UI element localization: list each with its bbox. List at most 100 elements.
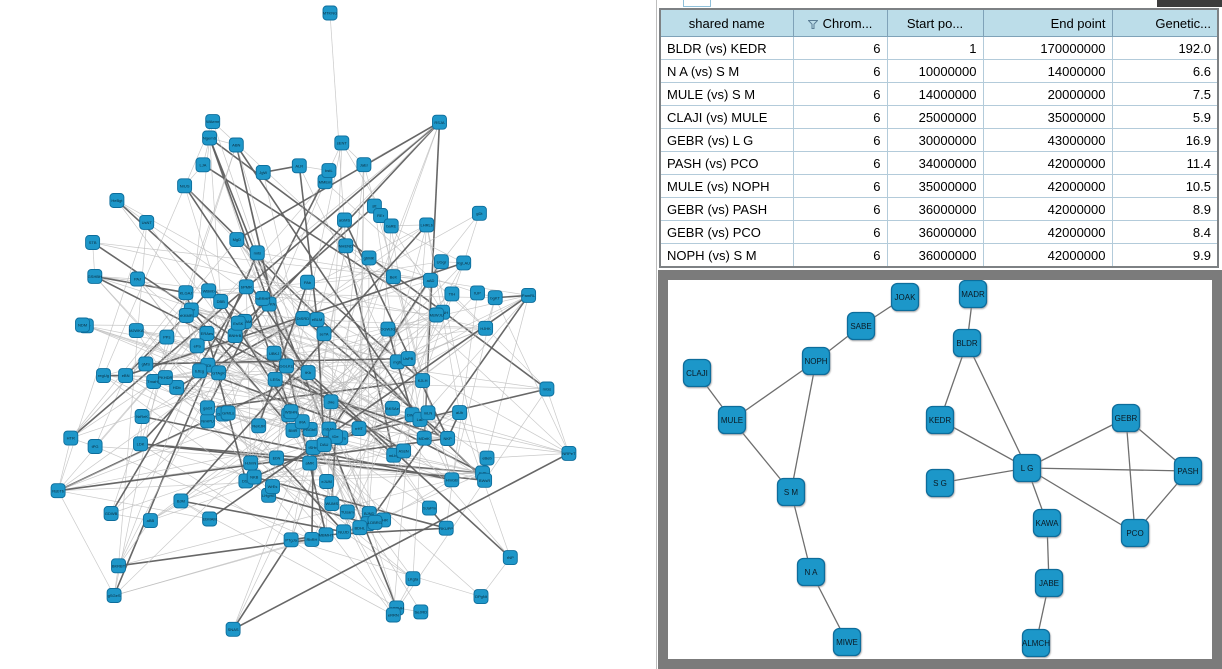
network-node[interactable]: NrHPU <box>200 413 216 429</box>
network-node-pco[interactable]: PCO <box>1120 518 1150 548</box>
network-node[interactable]: rrHT <box>351 421 367 437</box>
network-node[interactable]: RbRH <box>304 531 320 547</box>
table-row[interactable]: MULE (vs) S M 6 14000000 20000000 7.5 <box>661 82 1217 106</box>
network-node-l-g[interactable]: L G <box>1012 453 1042 483</box>
column-header-start-po-[interactable]: Start po... <box>886 10 983 37</box>
network-node[interactable]: ALR <box>291 158 307 174</box>
network-node[interactable]: mGs <box>539 381 555 397</box>
network-node[interactable]: gtrMK <box>361 250 377 266</box>
network-node[interactable]: gaGt <box>200 400 215 416</box>
network-node[interactable]: DGWJG <box>380 321 396 337</box>
network-node[interactable]: UsPB <box>400 351 416 367</box>
network-node[interactable]: EbMAM <box>202 511 218 527</box>
network-node[interactable]: MDrtK <box>416 430 432 446</box>
network-node[interactable]: UGgr <box>433 254 449 270</box>
network-node[interactable]: NKP <box>440 431 456 446</box>
network-node-pash[interactable]: PASH <box>1173 456 1203 486</box>
network-node[interactable]: ERAes <box>199 326 215 341</box>
network-node[interactable]: MJWKA <box>128 323 144 339</box>
network-node[interactable]: GGLKU <box>279 358 294 374</box>
network-node[interactable]: PTgJa <box>283 532 299 548</box>
network-node[interactable]: RKUPP <box>438 520 454 536</box>
network-node[interactable]: LJA <box>195 157 211 173</box>
network-node[interactable]: HJmN <box>243 455 259 471</box>
network-node[interactable]: LHRLb <box>419 217 435 233</box>
network-node[interactable]: seTA <box>316 326 332 342</box>
network-node-kedr[interactable]: KEDR <box>925 405 955 435</box>
network-node[interactable]: BWsR <box>477 472 493 488</box>
network-node[interactable]: TtH <box>444 286 460 302</box>
network-node[interactable]: BeK <box>385 269 401 285</box>
network-node[interactable]: KgLAU <box>456 255 472 271</box>
filtered-network-panel[interactable]: JOAK MADR SABE BLDR NOPH CLAJI GEBR MULE KEDR L G… <box>658 270 1222 669</box>
network-node[interactable]: tDe <box>328 428 343 444</box>
network-node[interactable]: GSHBH <box>87 268 103 284</box>
network-node[interactable]: HJHK <box>478 320 494 336</box>
table-row[interactable]: NOPH (vs) S M 6 36000000 42000000 9.9 <box>661 243 1217 266</box>
table-row[interactable]: BLDR (vs) KEDR 6 1 170000000 192.0 <box>661 36 1217 60</box>
network-node[interactable]: PamRL <box>521 287 537 303</box>
network-node[interactable]: bgKT <box>487 290 503 306</box>
network-node[interactable]: BKRBT <box>111 558 126 574</box>
network-node[interactable]: GDWB <box>103 506 119 521</box>
network-node[interactable]: JgW <box>255 164 271 180</box>
network-node-n-a[interactable]: N A <box>796 557 826 587</box>
network-node-madr[interactable]: MADR <box>958 280 988 309</box>
network-node[interactable]: gDt <box>471 205 487 221</box>
network-node[interactable]: MTKNG <box>322 5 338 21</box>
network-node[interactable]: gMS <box>138 356 154 372</box>
network-node[interactable]: HDb <box>169 379 185 395</box>
network-node[interactable]: aAD <box>423 272 438 288</box>
network-node[interactable]: REr <box>373 208 389 223</box>
network-node[interactable]: ABN <box>228 137 244 153</box>
network-node[interactable]: JaEr <box>356 157 372 173</box>
network-node-kawa[interactable]: KAWA <box>1032 508 1062 538</box>
network-node[interactable]: mLN <box>420 405 436 421</box>
network-node[interactable]: NRPeT <box>561 445 577 461</box>
network-node[interactable]: DBB <box>213 294 229 309</box>
tab-fragment[interactable] <box>683 0 711 7</box>
network-node[interactable]: tPG <box>87 439 103 454</box>
network-node[interactable]: GrMLs <box>220 405 236 421</box>
network-node[interactable]: NUJD <box>336 524 352 540</box>
column-header-shared-name[interactable]: shared name <box>661 10 793 37</box>
network-node[interactable]: RsbTb <box>50 483 66 499</box>
network-node[interactable]: bstL <box>321 163 337 179</box>
network-node[interactable]: aMR <box>302 455 318 471</box>
table-row[interactable]: CLAJI (vs) MULE 6 25000000 35000000 5.9 <box>661 105 1217 129</box>
network-node[interactable]: sENT <box>334 135 350 151</box>
network-node-s-m[interactable]: S M <box>776 477 806 507</box>
network-node[interactable]: KLGAJ <box>178 285 194 301</box>
network-node-jabe[interactable]: JABE <box>1034 568 1064 598</box>
network-node[interactable]: BKSAe <box>385 400 400 416</box>
network-node[interactable]: SNAS <box>225 621 241 637</box>
table-row[interactable]: MULE (vs) NOPH 6 35000000 42000000 10.5 <box>661 174 1217 198</box>
network-node[interactable]: rNP <box>502 550 518 566</box>
network-node-gebr[interactable]: GEBR <box>1111 403 1141 433</box>
network-node[interactable]: NrReK <box>134 409 150 424</box>
network-node[interactable]: WUMS <box>324 496 340 512</box>
network-node[interactable]: aGMS <box>337 212 352 228</box>
network-node[interactable]: NHEND <box>338 238 354 254</box>
network-node[interactable]: MsWJU <box>429 307 445 323</box>
network-node[interactable]: ePa <box>189 338 205 354</box>
network-node[interactable]: aBB <box>142 513 158 529</box>
network-node[interactable]: GTAgK <box>211 365 227 381</box>
network-node[interactable]: DPgNt <box>473 589 489 605</box>
column-header-chrom-[interactable]: Chrom... <box>792 10 887 37</box>
network-node[interactable]: STB <box>85 235 101 250</box>
network-node[interactable]: UsNT <box>139 214 155 230</box>
table-row[interactable]: GEBR (vs) PASH 6 36000000 42000000 8.9 <box>661 197 1217 221</box>
network-node[interactable]: EsSK <box>230 315 246 331</box>
network-node[interactable]: SJaPm <box>422 500 437 516</box>
network-node[interactable]: bPMR <box>238 279 254 295</box>
filter-icon[interactable] <box>807 19 818 29</box>
network-node[interactable]: UBKJ <box>266 345 282 361</box>
network-node[interactable]: MBMHT <box>318 527 334 543</box>
network-node[interactable]: eBN <box>118 368 134 384</box>
network-node[interactable]: BNHrB <box>227 328 243 344</box>
network-node[interactable]: DtSRD <box>295 311 311 326</box>
network-node[interactable]: tKb <box>300 365 316 381</box>
network-node[interactable]: RSJA <box>432 114 447 130</box>
table-row[interactable]: GEBR (vs) L G 6 30000000 43000000 16.9 <box>661 128 1217 152</box>
